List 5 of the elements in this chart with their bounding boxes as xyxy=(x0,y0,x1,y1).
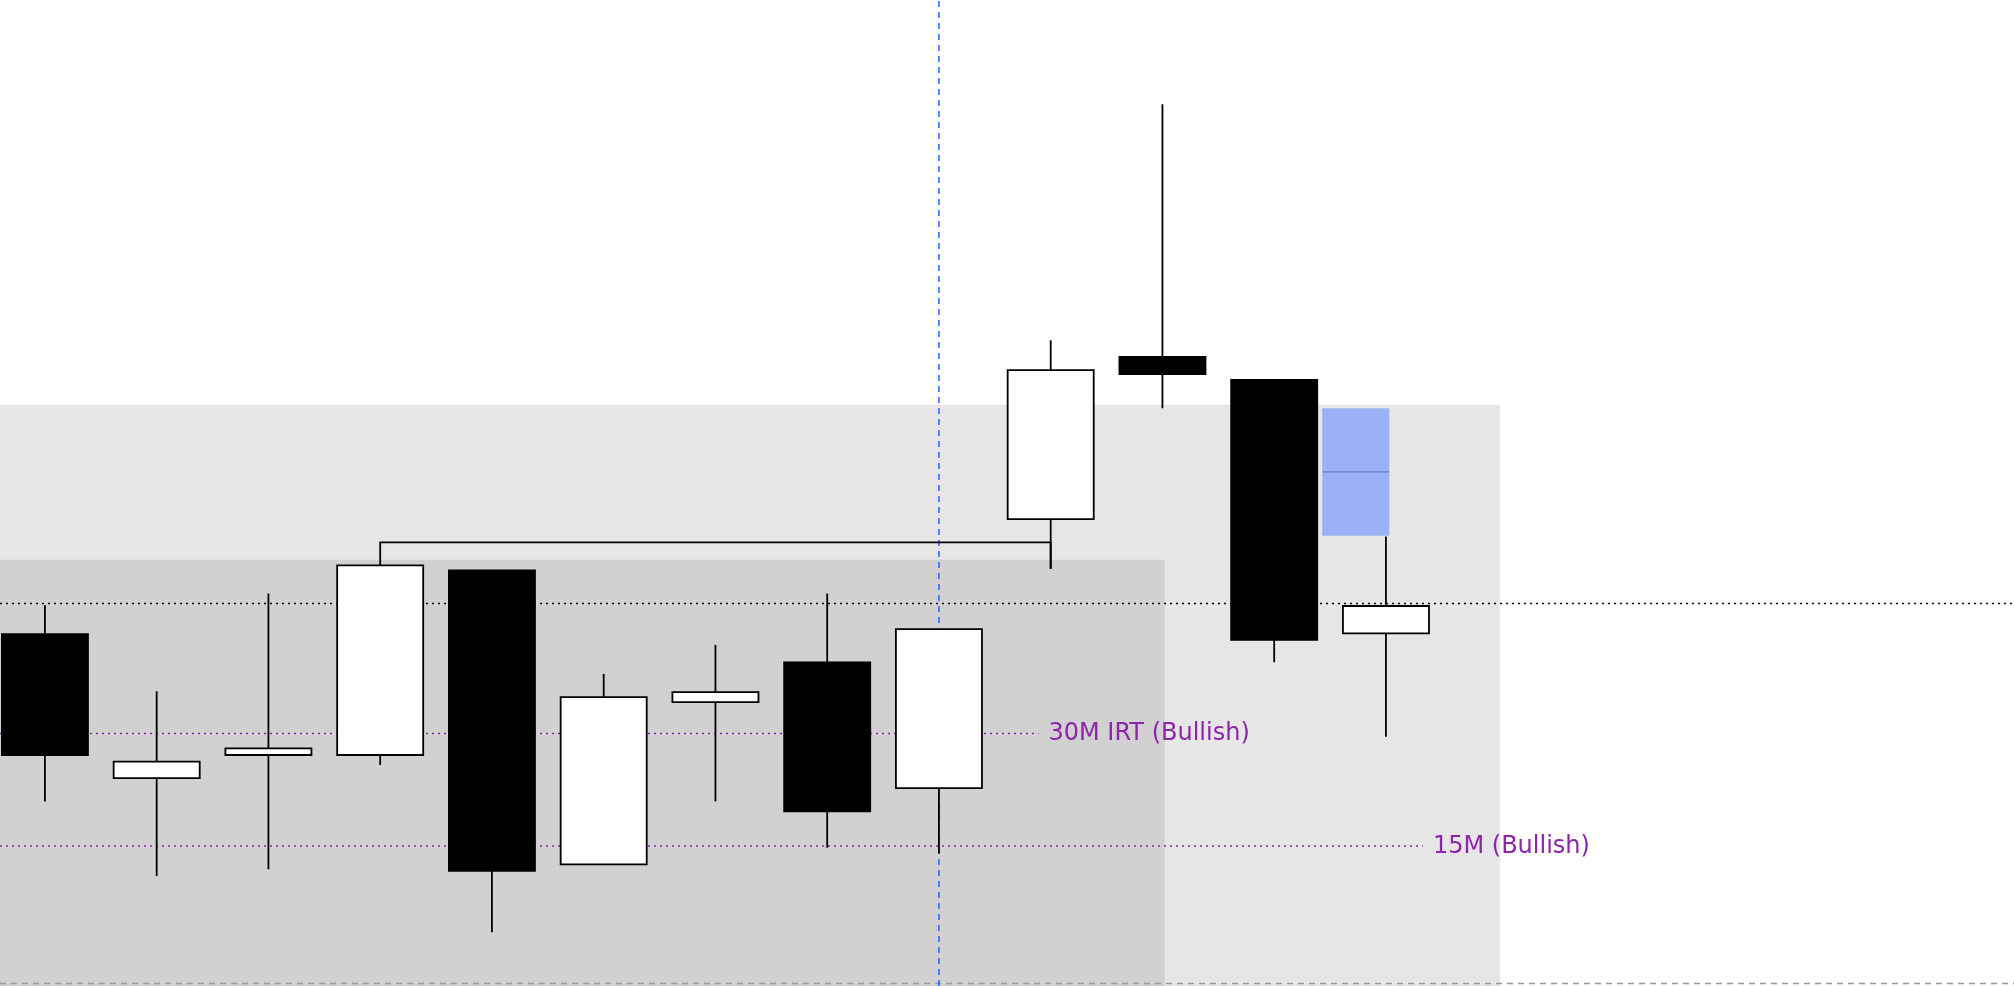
candlestick xyxy=(1118,103,1207,410)
candlestick xyxy=(671,644,760,803)
ref-line-label: 15M (Bullish) xyxy=(1432,831,1590,860)
ref-line-label: 30M IRT (Bullish) xyxy=(1048,718,1250,747)
candlestick xyxy=(112,690,201,877)
